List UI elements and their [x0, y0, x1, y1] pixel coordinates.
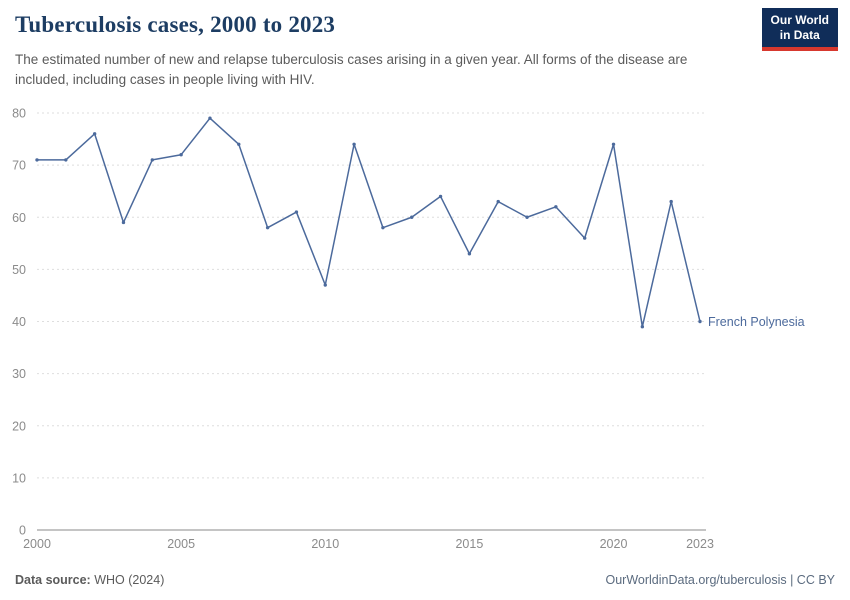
data-point: [611, 142, 616, 146]
y-tick-label: 30: [12, 367, 26, 381]
data-point: [554, 205, 558, 209]
data-point: [92, 132, 97, 136]
data-point: [179, 153, 183, 157]
y-tick-label: 70: [12, 159, 26, 173]
chart-footer: Data source: WHO (2024) OurWorldinData.o…: [15, 573, 835, 587]
chart-title: Tuberculosis cases, 2000 to 2023: [15, 12, 336, 37]
data-point: [669, 199, 673, 204]
data-source-value: WHO (2024): [94, 573, 165, 587]
data-point: [698, 319, 702, 324]
y-tick-label: 80: [12, 107, 26, 121]
series-end-label: French Polynesia: [708, 315, 805, 329]
data-point: [208, 116, 212, 120]
data-point: [237, 142, 241, 146]
data-point: [294, 210, 299, 214]
data-point: [352, 142, 356, 146]
data-point: [265, 225, 270, 230]
data-point: [496, 199, 500, 204]
data-point: [525, 215, 529, 219]
x-tick-label: 2015: [455, 537, 483, 551]
data-source: Data source: WHO (2024): [15, 573, 164, 587]
data-point: [582, 236, 587, 240]
data-point: [35, 158, 39, 162]
x-tick-label: 2010: [311, 537, 339, 551]
data-point: [467, 252, 472, 256]
data-point: [410, 215, 414, 219]
x-tick-label: 2005: [167, 537, 195, 551]
footer-citation-link[interactable]: OurWorldinData.org/tuberculosis | CC BY: [605, 573, 836, 587]
line-series: [37, 117, 701, 328]
data-point: [640, 325, 645, 329]
data-point: [438, 194, 443, 199]
owid-logo[interactable]: Our World in Data: [761, 8, 838, 51]
owid-logo-line1: Our World: [770, 13, 829, 27]
x-tick-label: 2020: [600, 537, 628, 551]
y-tick-label: 50: [12, 263, 26, 277]
owid-logo-line2: in Data: [779, 28, 820, 42]
data-point: [323, 283, 327, 287]
y-tick-label: 10: [12, 471, 26, 485]
y-tick-label: 20: [12, 419, 26, 433]
x-tick-label: 2000: [23, 537, 51, 551]
data-source-label: Data source:: [15, 573, 91, 587]
data-point: [150, 158, 155, 162]
chart-subtitle: The estimated number of new and relapse …: [15, 52, 688, 87]
data-point: [121, 220, 126, 225]
y-tick-label: 60: [12, 211, 26, 225]
x-tick-label: 2023: [686, 537, 714, 551]
y-tick-label: 0: [19, 524, 26, 538]
line-chart: 0 10 20 30 40 50 60 70 80 2000 2005 2010 2015 2020 202…: [12, 107, 805, 552]
data-point: [64, 158, 68, 162]
data-point: [381, 225, 385, 230]
y-tick-label: 40: [12, 315, 26, 329]
